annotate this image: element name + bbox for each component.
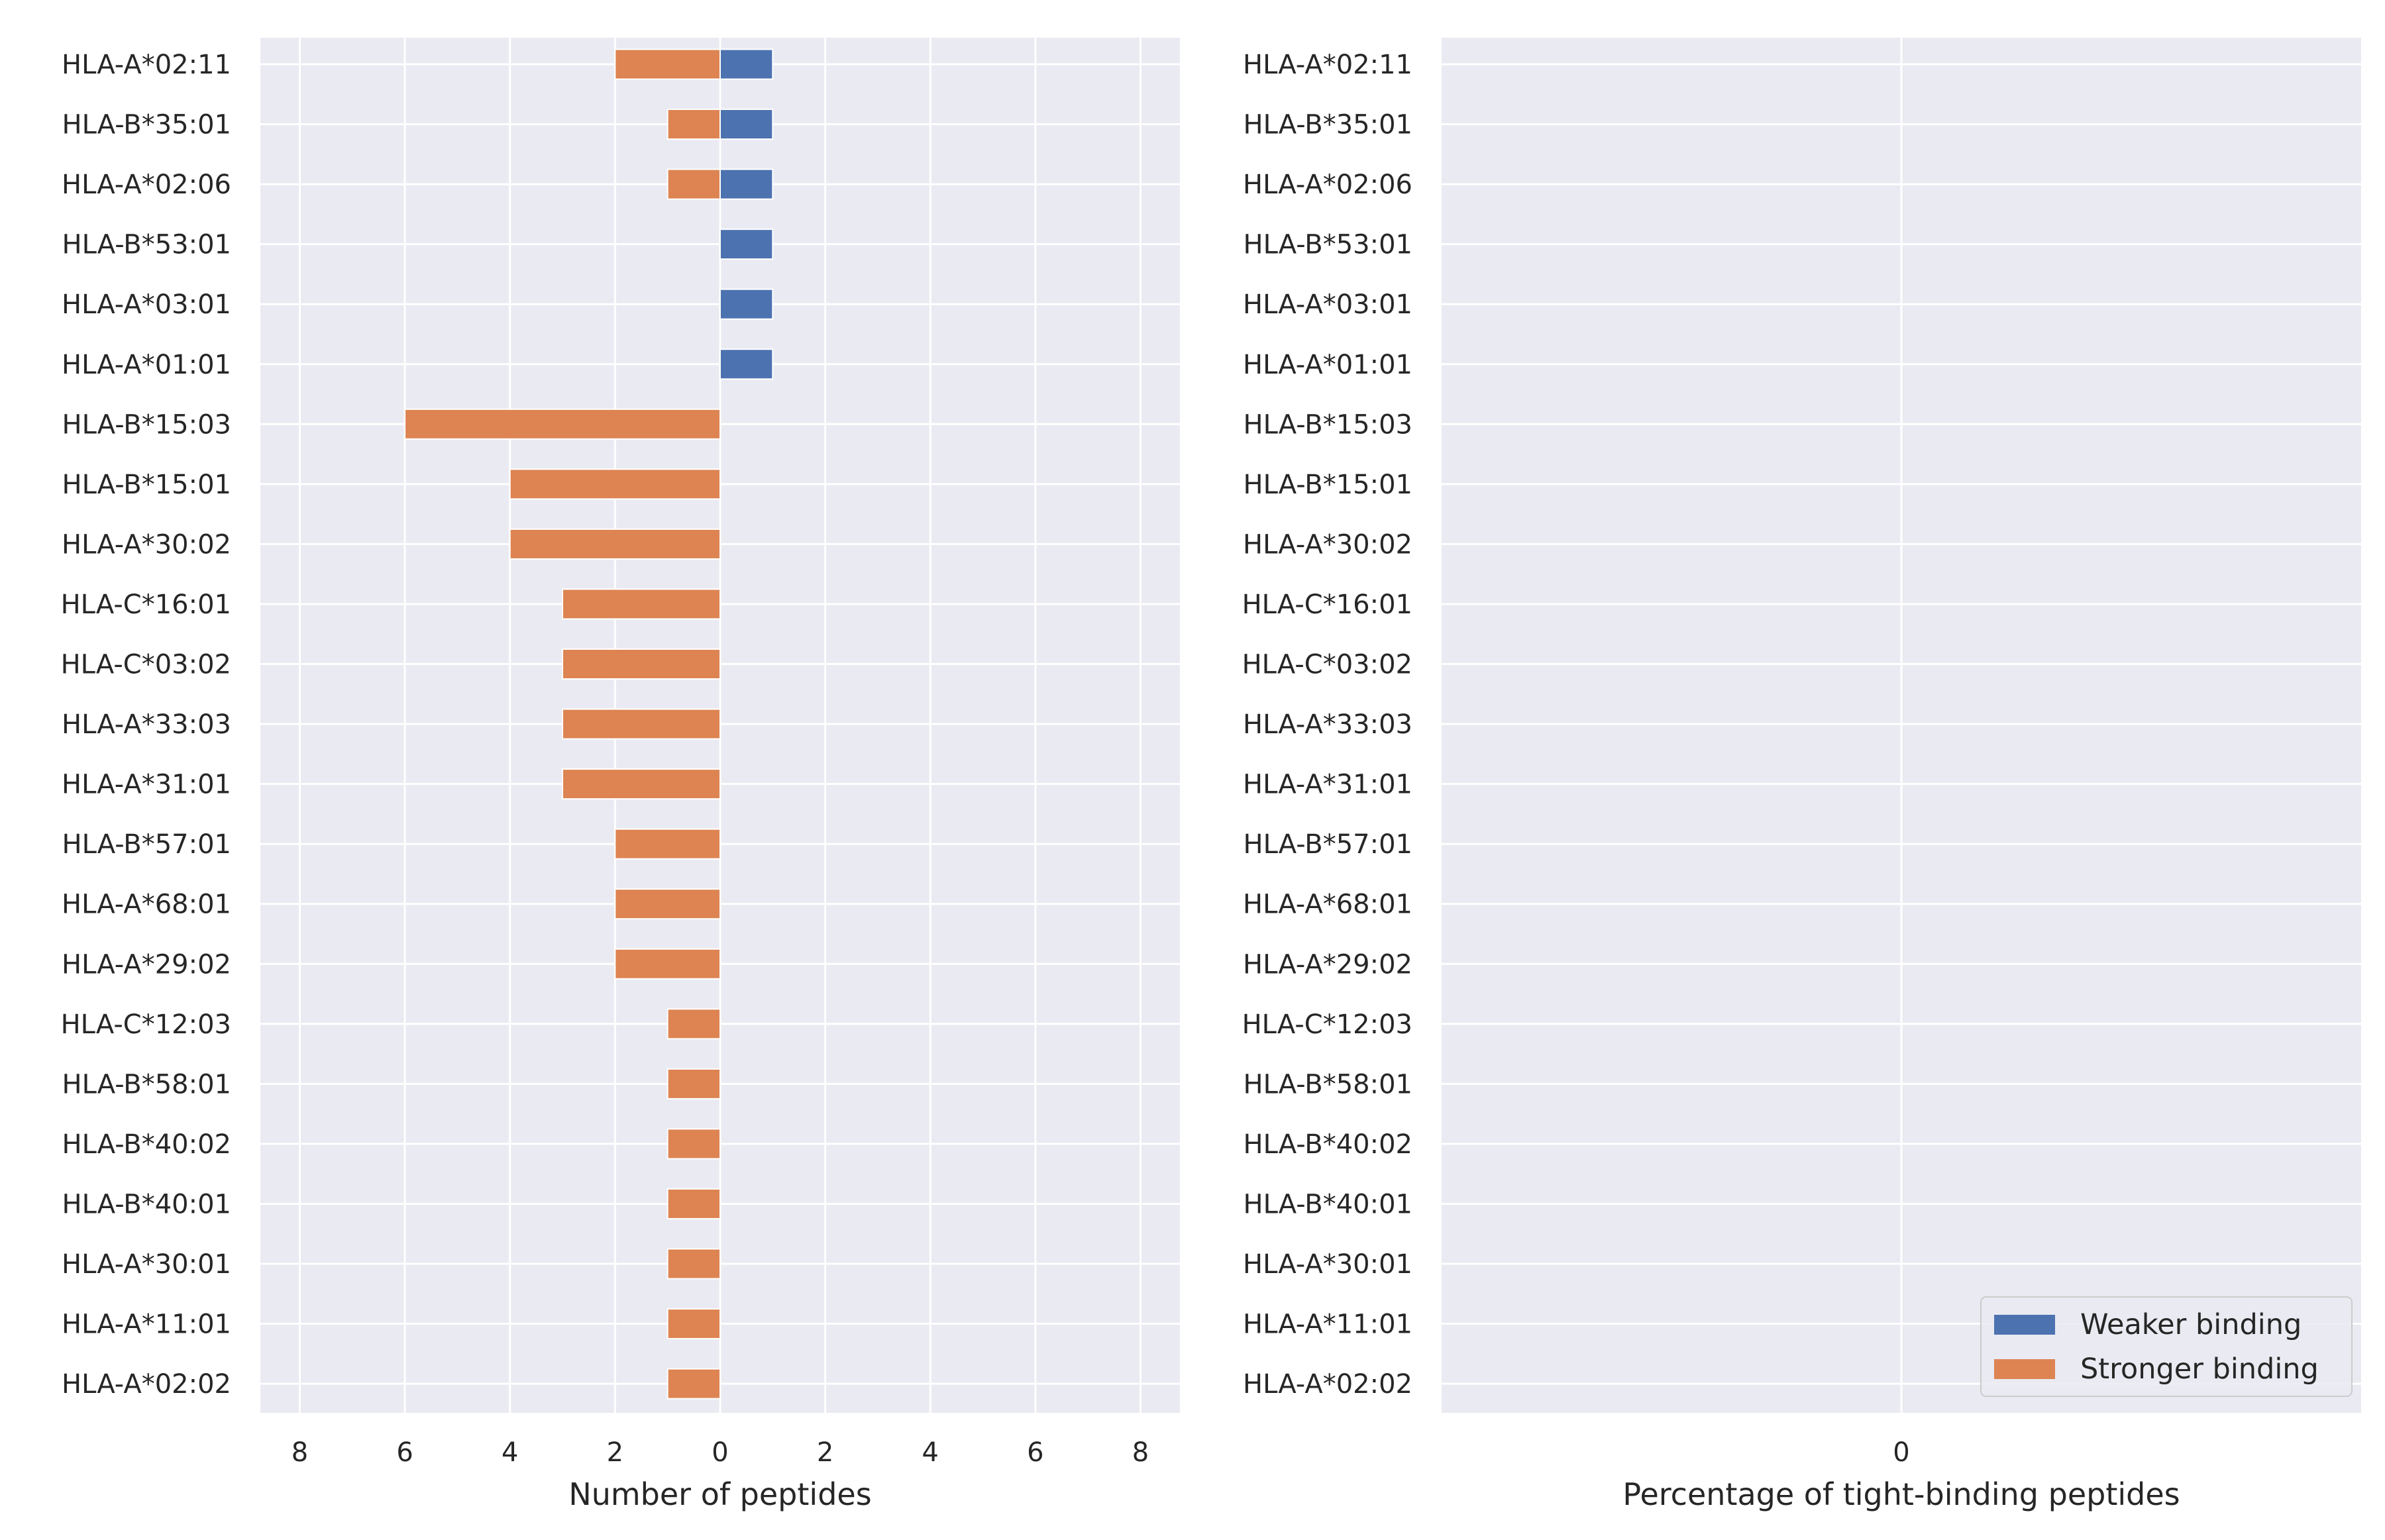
ytick-label: HLA-B*58:01 [62,1069,232,1100]
right-panel-tight-binding-percentage: HLA-A*02:11 HLA-B*35:01 HLA-A*02:06 HLA-B*5… [1242,38,2361,1512]
bar-weaker-hla-a-01-01 [719,348,774,380]
ytick-label: HLA-A*68:01 [62,890,231,920]
ytick-label: HLA-B*40:02 [62,1129,232,1160]
ytick-label: HLA-A*33:03 [1243,709,1412,740]
legend: Weaker binding Stronger binding [1980,1296,2353,1397]
ytick-label: HLA-A*30:01 [62,1249,231,1280]
ytick-label: HLA-A*02:11 [62,50,231,80]
legend-label-stronger-binding: Stronger binding [2080,1353,2319,1386]
ytick-label: HLA-A*01:01 [62,350,231,380]
legend-swatch-stronger-binding [1994,1359,2055,1379]
ytick-label: HLA-A*02:06 [1243,170,1412,200]
bar-stronger-hla-a-02-02 [666,1368,721,1400]
bar-stronger-hla-c-16-01 [562,588,721,620]
ytick-label: HLA-A*31:01 [62,770,231,800]
ytick-label: HLA-C*03:02 [1242,650,1412,680]
ytick-label: HLA-B*15:03 [1244,409,1413,440]
ytick-label: HLA-B*40:02 [1244,1129,1413,1160]
ytick-label: HLA-A*11:01 [62,1309,231,1340]
ytick-label: HLA-A*29:02 [62,949,231,980]
ytick-label: HLA-A*01:01 [1243,350,1412,380]
bar-stronger-hla-b-15-01 [509,468,721,500]
bar-stronger-hla-a-29-02 [614,948,721,980]
legend-label-weaker-binding: Weaker binding [2080,1308,2302,1341]
bar-stronger-hla-a-02-11 [614,48,721,80]
bar-stronger-hla-b-15-03 [404,408,721,440]
ytick-label: HLA-A*31:01 [1243,770,1412,800]
xtick-label: 6 [1027,1437,1043,1468]
ytick-label: HLA-A*02:11 [1243,50,1412,80]
ytick-label: HLA-A*11:01 [1243,1309,1412,1340]
xtick-label: 8 [292,1437,308,1468]
left-panel-peptide-counts: HLA-A*02:11 HLA-B*35:01 HLA-A*02:06 HLA-B*5… [61,38,1180,1512]
ytick-label: HLA-C*12:03 [1242,1009,1412,1040]
bar-stronger-hla-b-40-01 [666,1188,721,1219]
ytick-label: HLA-C*16:01 [61,590,231,620]
bar-stronger-hla-a-68-01 [614,888,721,920]
bar-weaker-hla-a-02-11 [719,48,774,80]
bar-weaker-hla-b-53-01 [719,229,774,260]
bar-stronger-hla-a-30-02 [509,528,721,560]
bar-stronger-hla-c-12-03 [666,1008,721,1040]
x-axis-label: Percentage of tight-binding peptides [1622,1476,2180,1512]
x-axis-label: Number of peptides [568,1476,871,1512]
bar-stronger-hla-b-58-01 [666,1068,721,1100]
legend-box [1980,1296,2353,1397]
ytick-label: HLA-C*12:03 [61,1009,231,1040]
ytick-label: HLA-B*57:01 [1244,829,1413,860]
xtick-label: 0 [1893,1437,1909,1468]
xtick-label: 4 [922,1437,939,1468]
bar-stronger-hla-a-30-01 [666,1248,721,1280]
bar-stronger-hla-b-35-01 [666,109,721,140]
xtick-label: 0 [712,1437,728,1468]
ytick-label: HLA-B*15:01 [1244,470,1413,500]
ytick-label: HLA-C*03:02 [61,650,231,680]
ytick-label: HLA-A*02:06 [62,170,231,200]
bar-stronger-hla-c-03-02 [562,648,721,680]
ytick-label: HLA-A*03:01 [62,289,231,320]
bar-weaker-hla-a-03-01 [719,288,774,320]
ytick-label: HLA-B*35:01 [1244,110,1413,140]
xtick-label: 2 [817,1437,833,1468]
bar-weaker-hla-b-35-01 [719,109,774,140]
bar-stronger-hla-a-33-03 [562,708,721,740]
bar-stronger-hla-b-40-02 [666,1128,721,1160]
ytick-label: HLA-B*15:01 [62,470,232,500]
xtick-label: 6 [396,1437,413,1468]
ytick-label: HLA-A*03:01 [1243,289,1412,320]
ytick-label: HLA-A*30:02 [62,529,231,560]
ytick-label: HLA-C*16:01 [1242,590,1412,620]
bar-stronger-hla-a-11-01 [666,1308,721,1340]
ytick-label: HLA-B*40:01 [62,1189,232,1219]
ytick-label: HLA-A*30:01 [1243,1249,1412,1280]
ytick-label: HLA-B*57:01 [62,829,232,860]
ytick-label: HLA-B*15:03 [62,409,232,440]
ytick-label: HLA-B*40:01 [1244,1189,1413,1219]
ytick-label: HLA-A*68:01 [1243,890,1412,920]
bar-stronger-hla-a-02-06 [666,168,721,200]
ytick-label: HLA-B*35:01 [62,110,232,140]
bar-stronger-hla-a-31-01 [562,768,721,800]
ytick-label: HLA-A*29:02 [1243,949,1412,980]
bar-stronger-hla-b-57-01 [614,828,721,860]
ytick-label: HLA-A*30:02 [1243,529,1412,560]
bar-weaker-hla-a-02-06 [719,168,774,200]
ytick-label: HLA-A*02:02 [1243,1369,1412,1400]
ytick-label: HLA-B*53:01 [62,230,232,260]
xtick-label: 4 [502,1437,518,1468]
ytick-label: HLA-A*33:03 [62,709,231,740]
legend-swatch-weaker-binding [1994,1315,2055,1335]
ytick-label: HLA-B*53:01 [1244,230,1413,260]
xtick-label: 2 [607,1437,623,1468]
ytick-label: HLA-B*58:01 [1244,1069,1413,1100]
xtick-label: 8 [1132,1437,1149,1468]
ytick-label: HLA-A*02:02 [62,1369,231,1400]
